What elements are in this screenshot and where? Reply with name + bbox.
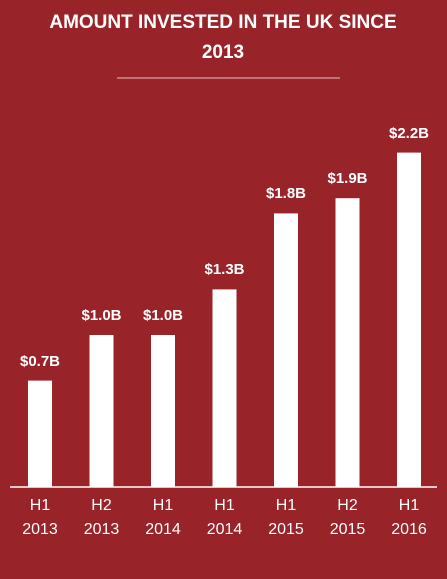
value-label: $1.9B [327, 170, 368, 188]
x-tick-label: H1 2014 [145, 497, 181, 538]
bar [212, 289, 237, 487]
bar [335, 198, 360, 487]
chart-title: AMOUNT INVESTED IN THE UK SINCE 2013 [49, 12, 397, 63]
bar [151, 335, 175, 487]
x-tick-label: H1 2016 [391, 497, 427, 538]
bar [89, 335, 114, 487]
bar [397, 152, 421, 487]
bar [274, 213, 298, 487]
x-tick-label: H1 2015 [268, 497, 304, 538]
x-tick-label: H1 2014 [206, 497, 243, 538]
value-label: $1.0B [142, 307, 184, 324]
value-label: $0.7B [19, 352, 61, 370]
x-tick-label: H2 2015 [329, 497, 366, 538]
value-label: $1.0B [81, 307, 122, 324]
bar [28, 380, 52, 487]
value-label: $1.3B [204, 261, 245, 279]
x-tick-label: H2 2013 [83, 497, 120, 538]
x-tick-label: H1 2013 [22, 497, 58, 538]
value-label: $2.2B [388, 124, 430, 142]
value-label: $1.8B [265, 185, 307, 203]
